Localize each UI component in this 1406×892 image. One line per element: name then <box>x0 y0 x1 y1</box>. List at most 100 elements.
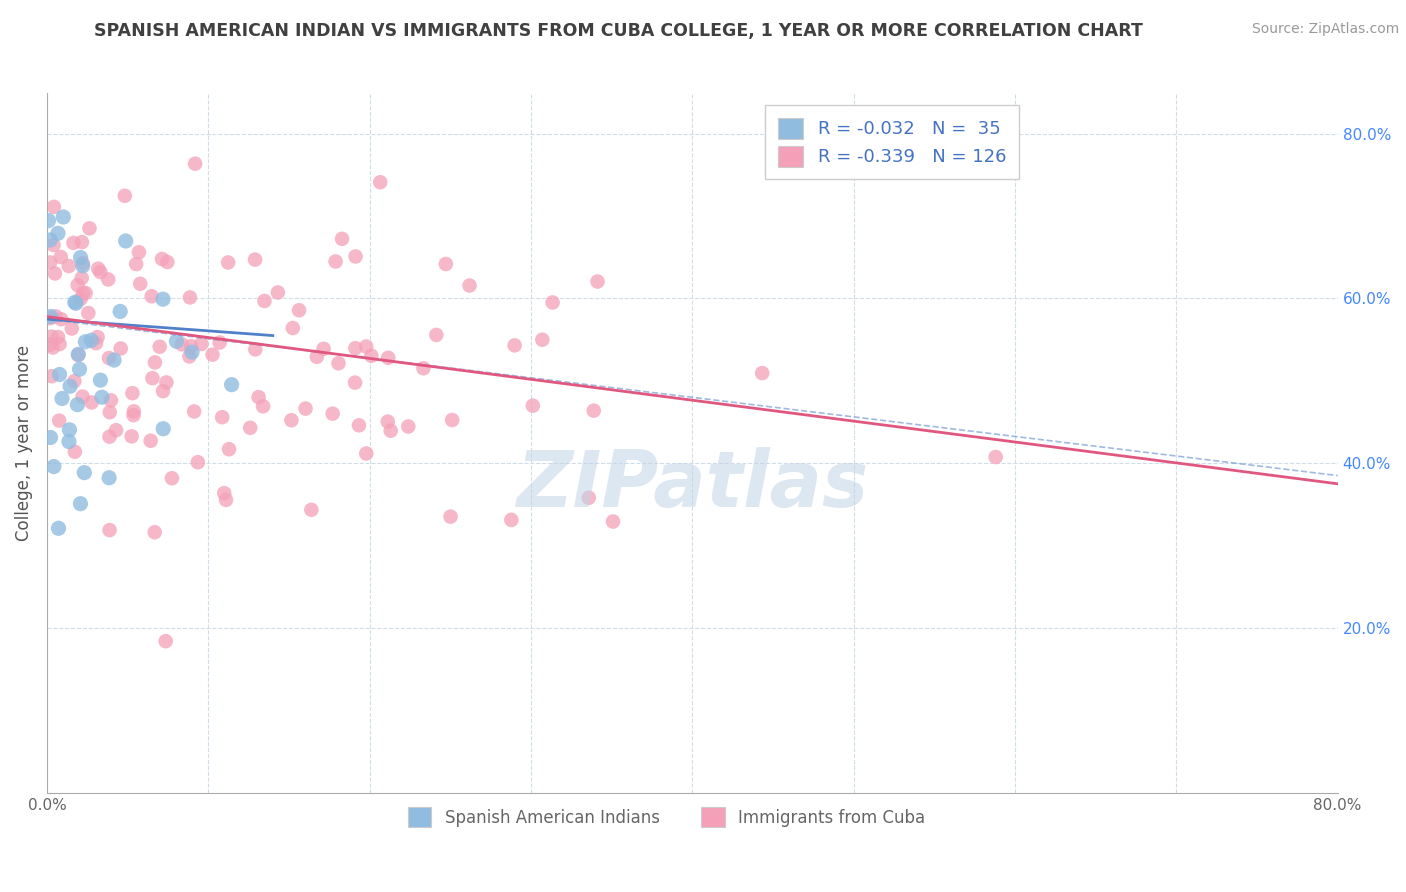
Point <box>501 513 523 527</box>
Point <box>98 405 121 419</box>
Point <box>165 334 187 349</box>
Point <box>152 384 174 398</box>
Point <box>280 413 302 427</box>
Point <box>39 233 62 247</box>
Text: ZIPatlas: ZIPatlas <box>516 447 869 523</box>
Point <box>44 267 66 281</box>
Point <box>152 422 174 436</box>
Point <box>58 259 80 273</box>
Point <box>42 200 65 214</box>
Point <box>90 390 112 404</box>
Point <box>582 403 605 417</box>
Point <box>217 255 239 269</box>
Point <box>139 434 162 448</box>
Point <box>503 338 526 352</box>
Point <box>129 277 152 291</box>
Point <box>208 335 231 350</box>
Point <box>63 295 86 310</box>
Point <box>141 289 163 303</box>
Point <box>42 459 65 474</box>
Point <box>52 210 75 224</box>
Point <box>179 350 201 364</box>
Point <box>59 379 82 393</box>
Point <box>377 415 399 429</box>
Point <box>247 390 270 404</box>
Point <box>58 434 80 449</box>
Point <box>62 235 84 250</box>
Point <box>121 386 143 401</box>
Point <box>39 311 62 326</box>
Point <box>48 337 70 351</box>
Point <box>143 525 166 540</box>
Point <box>215 492 238 507</box>
Point <box>73 466 96 480</box>
Point <box>243 252 266 267</box>
Point <box>322 407 344 421</box>
Point <box>305 350 328 364</box>
Point <box>75 286 97 301</box>
Point <box>72 286 94 301</box>
Point <box>65 296 87 310</box>
Point <box>751 366 773 380</box>
Point <box>72 390 94 404</box>
Point <box>380 424 402 438</box>
Point <box>48 368 70 382</box>
Point <box>344 376 367 390</box>
Point <box>41 329 63 343</box>
Point <box>97 272 120 286</box>
Point <box>211 410 233 425</box>
Point <box>37 213 59 227</box>
Point <box>42 341 65 355</box>
Point <box>344 341 367 355</box>
Point <box>69 362 91 376</box>
Point <box>84 336 107 351</box>
Point <box>221 377 243 392</box>
Point <box>218 442 240 457</box>
Point <box>72 256 94 270</box>
Point <box>190 337 212 351</box>
Point <box>149 340 172 354</box>
Point <box>89 265 111 279</box>
Point <box>155 376 177 390</box>
Point <box>299 503 322 517</box>
Point <box>458 278 481 293</box>
Point <box>77 306 100 320</box>
Point <box>98 430 121 444</box>
Point <box>152 292 174 306</box>
Point <box>181 345 204 359</box>
Point <box>70 271 93 285</box>
Point <box>288 303 311 318</box>
Point <box>170 337 193 351</box>
Point <box>69 251 91 265</box>
Point <box>51 392 73 406</box>
Point <box>69 497 91 511</box>
Point <box>143 355 166 369</box>
Point <box>42 238 65 252</box>
Point <box>45 310 67 324</box>
Point <box>41 369 63 384</box>
Point <box>434 257 457 271</box>
Point <box>239 421 262 435</box>
Point <box>66 278 89 293</box>
Point <box>108 304 131 318</box>
Point <box>412 361 434 376</box>
Point <box>281 321 304 335</box>
Point <box>67 347 90 361</box>
Point <box>69 292 91 306</box>
Point <box>377 351 399 365</box>
Point <box>51 312 73 326</box>
Point <box>602 515 624 529</box>
Point <box>179 290 201 304</box>
Point <box>347 418 370 433</box>
Point <box>80 395 103 409</box>
Point <box>48 521 70 535</box>
Point <box>312 342 335 356</box>
Text: SPANISH AMERICAN INDIAN VS IMMIGRANTS FROM CUBA COLLEGE, 1 YEAR OR MORE CORRELAT: SPANISH AMERICAN INDIAN VS IMMIGRANTS FR… <box>94 22 1143 40</box>
Point <box>60 321 83 335</box>
Point <box>360 349 382 363</box>
Point <box>425 327 447 342</box>
Point <box>121 429 143 443</box>
Point <box>396 419 419 434</box>
Point <box>98 523 121 537</box>
Point <box>187 455 209 469</box>
